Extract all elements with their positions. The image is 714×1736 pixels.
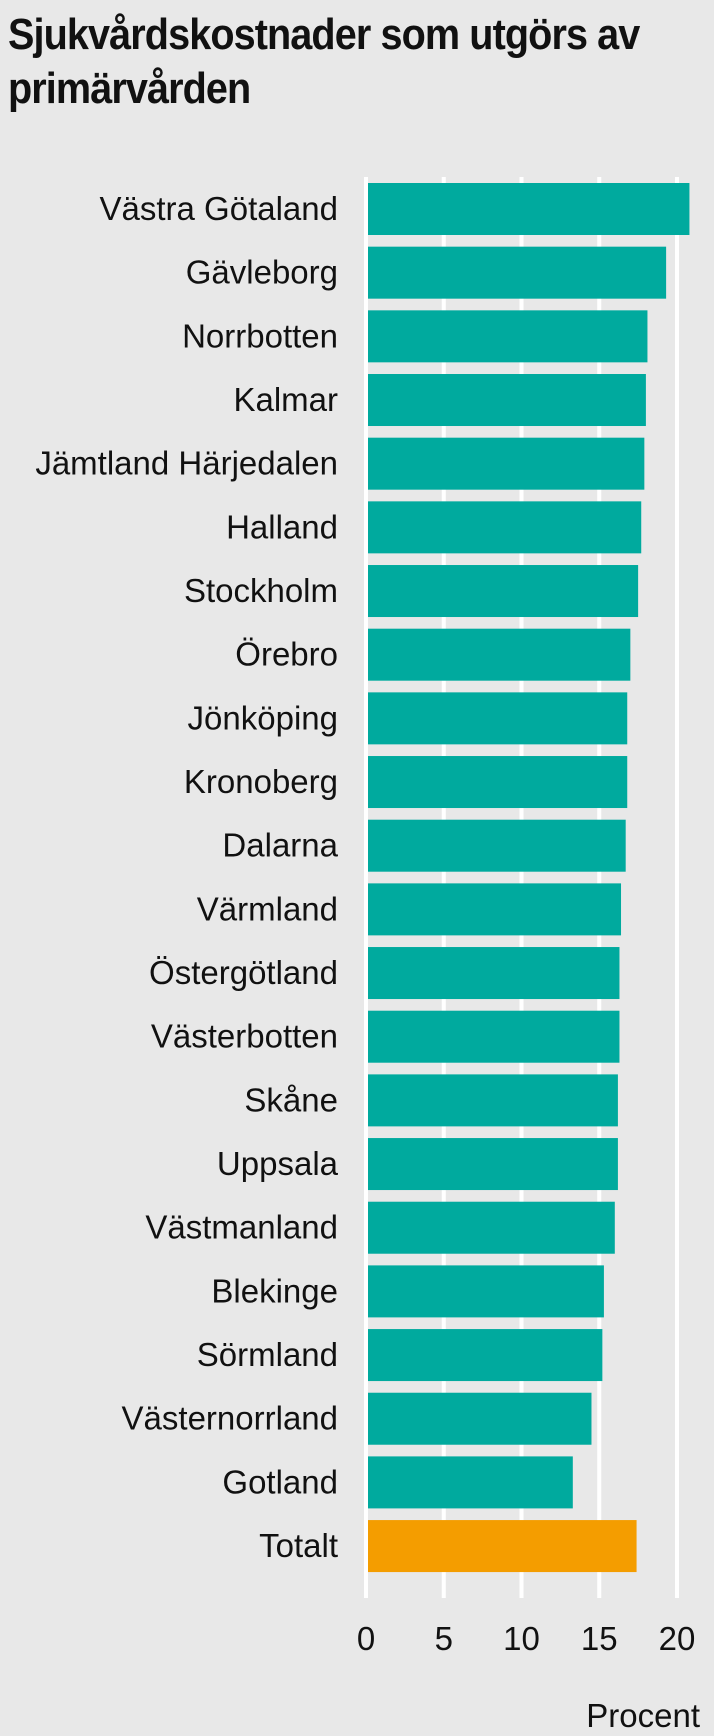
category-label: Norrbotten — [182, 317, 338, 354]
category-label: Jämtland Härjedalen — [35, 445, 338, 482]
category-label: Skåne — [244, 1081, 338, 1118]
category-label: Stockholm — [184, 572, 338, 609]
bar — [368, 1010, 620, 1063]
bar — [368, 947, 620, 1000]
x-tick-label: 5 — [435, 1620, 453, 1657]
bar — [368, 1392, 592, 1445]
category-label: Sörmland — [197, 1336, 338, 1373]
chart-title: Sjukvårdskostnader som utgörs av primärv… — [8, 10, 640, 113]
x-tick-label: 10 — [503, 1620, 540, 1657]
category-label: Dalarna — [222, 827, 338, 864]
bar — [368, 628, 631, 681]
category-label: Västra Götaland — [100, 190, 338, 227]
bar — [368, 565, 639, 618]
category-label: Halland — [226, 508, 338, 545]
category-label: Totalt — [259, 1527, 338, 1564]
bar — [368, 501, 642, 554]
category-label: Uppsala — [217, 1145, 339, 1182]
x-tick-label: 0 — [357, 1620, 375, 1657]
bar — [368, 1074, 618, 1127]
category-label: Västmanland — [145, 1209, 338, 1246]
bar — [368, 1329, 603, 1382]
bar — [368, 374, 646, 427]
category-label: Jönköping — [188, 699, 338, 736]
bar — [368, 883, 622, 936]
x-tick-label: 15 — [581, 1620, 618, 1657]
bar — [368, 246, 667, 299]
x-tick-label: 20 — [659, 1620, 696, 1657]
bar — [368, 183, 690, 235]
category-label: Västernorrland — [122, 1400, 338, 1437]
category-label: Värmland — [197, 890, 338, 927]
bar — [368, 1138, 618, 1191]
category-label: Örebro — [235, 636, 338, 673]
bar — [368, 310, 648, 363]
category-label: Gävleborg — [186, 254, 338, 291]
bar — [368, 1456, 573, 1509]
bar-total — [368, 1520, 637, 1573]
category-label: Kalmar — [233, 381, 338, 418]
bar — [368, 1265, 604, 1318]
bar — [368, 692, 628, 745]
category-label: Västerbotten — [151, 1018, 338, 1055]
x-axis-label: Procent — [586, 1697, 700, 1734]
category-label: Östergötland — [149, 954, 338, 991]
category-label: Blekinge — [211, 1272, 338, 1309]
bar — [368, 437, 645, 490]
bar — [368, 756, 628, 809]
bar — [368, 819, 626, 872]
bar — [368, 1201, 615, 1254]
category-label: Kronoberg — [184, 763, 338, 800]
category-label: Gotland — [222, 1463, 338, 1500]
